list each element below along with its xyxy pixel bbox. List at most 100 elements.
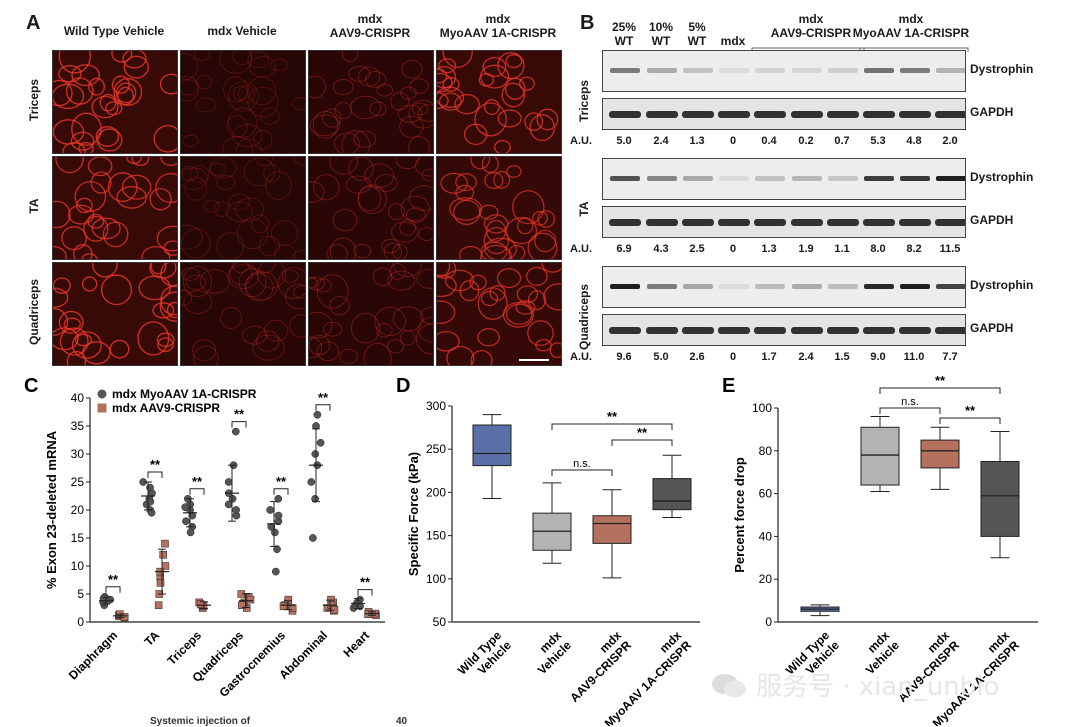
muscle-fibre-outline [181,289,193,306]
dystrophin-band [864,284,894,289]
muscle-fibre-outline [483,214,509,234]
muscle-fibre-outline [58,310,84,334]
gapdh-band [899,111,931,118]
muscle-fibre-outline [524,112,544,132]
muscle-fibre-outline [375,323,393,338]
muscle-fibre-outline [235,138,262,153]
gapdh-band [682,327,714,334]
gapdh-band [791,327,823,334]
muscle-fibre-outline [59,327,89,356]
au-value: 0.4 [761,135,777,147]
micrograph-image [437,51,561,153]
legend-marker [97,403,107,413]
data-point [307,478,316,486]
muscle-fibre-outline [353,243,372,258]
muscle-fibre-outline [160,263,177,287]
micrograph-haze [53,263,177,365]
panel-b-letter: B [580,12,595,34]
muscle-fibre-outline [53,246,67,259]
au-value: 2.4 [798,351,814,363]
muscle-fibre-outline [58,51,91,74]
au-label: A.U. [570,351,592,363]
muscle-fibre-outline [309,181,325,203]
muscle-fibre-outline [390,92,410,111]
y-tick-label: 30 [71,447,85,461]
au-value: 4.8 [906,135,922,147]
muscle-fibre-outline [122,51,147,69]
muscle-fibre-outline [408,135,430,153]
au-value: 11.5 [939,243,961,255]
data-point [156,579,165,587]
muscle-fibre-outline [96,128,123,152]
muscle-fibre-outline [350,95,382,120]
au-value: 9.6 [616,351,632,363]
significance-label: ** [607,409,618,424]
dystrophin-bands [610,284,966,289]
muscle-fibre-outline [247,51,270,69]
muscle-fibre-outline [512,190,545,225]
panel-letter: D [396,375,410,397]
gapdh-band [863,219,895,226]
muscle-fibre-outline [81,276,98,292]
muscle-fibre-outline [102,221,129,248]
muscle-fibre-outline [309,311,333,339]
significance-label: ** [150,457,161,472]
muscle-fibre-outline [330,237,357,259]
muscle-fibre-outline [91,95,119,119]
blot-tissue-label: Triceps [577,79,591,123]
muscle-fibre-outline [199,269,230,294]
micrograph-haze [53,157,177,259]
significance-bracket [231,421,247,428]
muscle-fibre-outline [329,296,350,316]
muscle-fibre-outline [393,263,422,278]
muscle-fibre-outline [537,210,556,228]
micrograph-haze [181,263,305,365]
panel-a-column-header: mdx Vehicle [207,24,277,38]
dystrophin-band [900,68,930,73]
muscle-fibre-outline [181,165,198,182]
box [592,515,632,544]
muscle-fibre-outline [358,66,381,87]
muscle-fibre-outline [159,291,177,322]
significance-label: ** [318,390,329,405]
muscle-fibre-outline [185,274,206,290]
y-tick-label: 20 [759,572,773,586]
muscle-fibre-outline [182,134,199,147]
muscle-fibre-outline [294,157,305,166]
muscle-fibre-outline [264,319,289,342]
au-value: 5.3 [870,135,886,147]
muscle-fibre-outline [181,75,199,102]
dystrophin-band [864,68,894,73]
muscle-fibre-outline [416,269,433,289]
data-point [186,528,195,537]
footer-axis-fragment: 40 [396,716,408,727]
micrograph-tile [436,262,562,366]
gapdh-band [609,327,641,334]
panel-a-row-header: Quadriceps [27,278,41,346]
muscle-fibre-outline [505,217,538,245]
data-point [271,528,279,537]
muscle-fibre-outline [332,78,354,96]
significance-bracket [611,439,673,446]
muscle-fibre-outline [400,86,417,100]
significance-label: ** [108,572,119,587]
micrograph-tile [308,262,434,366]
muscle-fibre-outline [74,180,107,212]
muscle-fibre-outline [442,77,460,92]
muscle-fibre-outline [203,200,220,213]
muscle-fibre-outline [111,75,130,94]
significance-bracket [879,407,941,414]
muscle-fibre-outline [392,306,424,332]
muscle-fibre-outline [181,167,208,190]
au-value: 2.4 [653,135,669,147]
muscle-fibre-outline [363,342,392,365]
muscle-fibre-outline [437,92,449,110]
panel-c-chart: C 0 5 10 15 20 25 30 35 40 % Exon 23-deleted mRNA m… [24,375,385,700]
dystrophin-band [610,284,640,289]
muscle-fibre-outline [543,283,561,311]
muscle-fibre-outline [113,78,143,106]
band-label-dystrophin: Dystrophin [970,278,1034,292]
muscle-fibre-outline [463,123,488,146]
muscle-fibre-outline [339,348,358,364]
micrograph-tile [180,262,306,366]
